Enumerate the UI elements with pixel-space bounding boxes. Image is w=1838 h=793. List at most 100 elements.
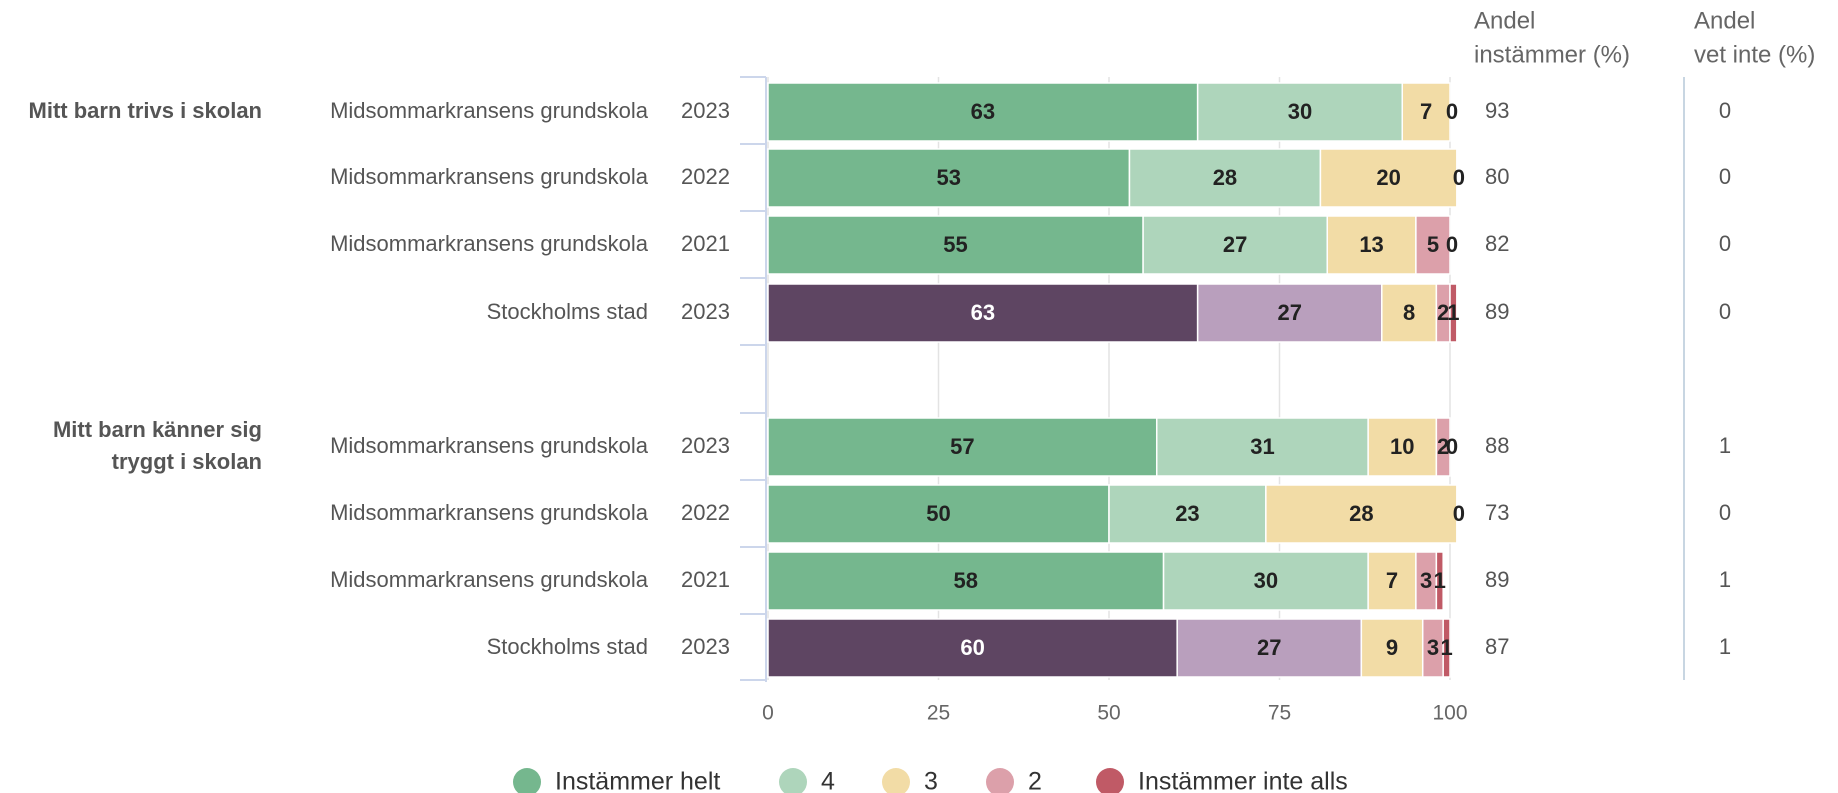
row-year-label: 2023 [681, 634, 730, 659]
legend-label: Instämmer helt [555, 768, 720, 793]
row-school-label: Midsommarkransens grundskola [330, 567, 649, 592]
data-label: 0 [1446, 434, 1458, 459]
question-label: Mitt barn känner sig [53, 417, 262, 442]
column-header-instammer: Andel [1474, 7, 1535, 34]
question-label: tryggt i skolan [112, 449, 262, 474]
data-label: 20 [1376, 165, 1400, 190]
data-label: 0 [1446, 99, 1458, 124]
bar-segment [1265, 484, 1458, 544]
data-label: 27 [1277, 300, 1301, 325]
data-label: 28 [1349, 501, 1373, 526]
bar-segment [1435, 551, 1444, 611]
instammer-value: 89 [1485, 299, 1509, 324]
row-school-label: Midsommarkransens grundskola [330, 433, 649, 458]
instammer-value: 80 [1485, 164, 1509, 189]
row-year-label: 2023 [681, 433, 730, 458]
data-label: 0 [1446, 232, 1458, 257]
data-label: 57 [950, 434, 974, 459]
instammer-value: 82 [1485, 231, 1509, 256]
data-label: 28 [1213, 165, 1237, 190]
data-label: 55 [943, 232, 967, 257]
vet-inte-value: 1 [1719, 567, 1731, 592]
bar-segment [1108, 484, 1267, 544]
bar-segment [1176, 618, 1363, 678]
row-school-label: Midsommarkransens grundskola [330, 231, 649, 256]
column-header-vet_inte: Andel [1694, 7, 1755, 34]
data-label: 8 [1403, 300, 1415, 325]
bar-segment [1360, 618, 1424, 678]
row-year-label: 2022 [681, 500, 730, 525]
row-year-label: 2023 [681, 98, 730, 123]
data-label: 27 [1257, 635, 1281, 660]
bar-segment [767, 82, 1199, 142]
vet-inte-value: 1 [1719, 634, 1731, 659]
legend-marker [882, 768, 910, 793]
bar-segment [1319, 148, 1458, 208]
row-year-label: 2021 [681, 567, 730, 592]
bar-segment [1326, 215, 1417, 275]
x-tick-label: 25 [927, 702, 950, 725]
vet-inte-value: 0 [1719, 500, 1731, 525]
data-label: 2 [1437, 434, 1449, 459]
bar-segment [1449, 283, 1458, 343]
column-header-vet_inte: vet inte (%) [1694, 41, 1815, 68]
bar-segment [1415, 215, 1451, 275]
data-label: 1 [1440, 635, 1452, 660]
data-label: 3 [1427, 635, 1439, 660]
data-label: 7 [1420, 99, 1432, 124]
x-tick-label: 75 [1268, 702, 1291, 725]
row-year-label: 2023 [681, 299, 730, 324]
bar-segment [1196, 82, 1404, 142]
x-tick-label: 0 [762, 702, 774, 725]
data-label: 31 [1250, 434, 1274, 459]
data-label: 2 [1437, 300, 1449, 325]
bar-segment [767, 551, 1165, 611]
data-label: 1 [1434, 568, 1446, 593]
data-label: 7 [1386, 568, 1398, 593]
row-school-label: Stockholms stad [487, 634, 648, 659]
bar-segment [1401, 82, 1451, 142]
bar-segment [1435, 417, 1451, 477]
data-label: 30 [1254, 568, 1278, 593]
row-school-label: Midsommarkransens grundskola [330, 500, 649, 525]
vet-inte-value: 0 [1719, 164, 1731, 189]
data-label: 13 [1359, 232, 1383, 257]
data-label: 53 [936, 165, 960, 190]
bar-segment [1162, 551, 1369, 611]
data-label: 23 [1175, 501, 1199, 526]
data-label: 3 [1420, 568, 1432, 593]
row-school-label: Midsommarkransens grundskola [330, 98, 649, 123]
bar-segment [767, 215, 1144, 275]
legend-label: Instämmer inte alls [1138, 768, 1348, 793]
row-school-label: Midsommarkransens grundskola [330, 164, 649, 189]
data-label: 0 [1453, 165, 1465, 190]
instammer-value: 93 [1485, 98, 1509, 123]
legend-label: 4 [821, 768, 835, 793]
bar-segment [1142, 215, 1328, 275]
vet-inte-value: 1 [1719, 433, 1731, 458]
row-year-label: 2022 [681, 164, 730, 189]
data-label: 9 [1386, 635, 1398, 660]
vet-inte-value: 0 [1719, 299, 1731, 324]
legend-label: 3 [924, 768, 938, 793]
legend-marker [779, 768, 807, 793]
data-label: 10 [1390, 434, 1414, 459]
data-label: 63 [971, 99, 995, 124]
instammer-value: 73 [1485, 500, 1509, 525]
legend-label: 2 [1028, 768, 1042, 793]
data-label: 27 [1223, 232, 1247, 257]
data-label: 58 [954, 568, 978, 593]
bar-segment [1442, 618, 1451, 678]
vet-inte-value: 0 [1719, 98, 1731, 123]
row-school-label: Stockholms stad [487, 299, 648, 324]
instammer-value: 87 [1485, 634, 1509, 659]
data-label: 50 [926, 501, 950, 526]
data-label: 1 [1447, 300, 1459, 325]
x-tick-label: 100 [1432, 702, 1467, 725]
x-tick-label: 50 [1097, 702, 1120, 725]
data-label: 30 [1288, 99, 1312, 124]
bar-segment [767, 417, 1158, 477]
bar-segment [767, 283, 1199, 343]
data-label: 60 [960, 635, 984, 660]
legend-marker [513, 768, 541, 793]
